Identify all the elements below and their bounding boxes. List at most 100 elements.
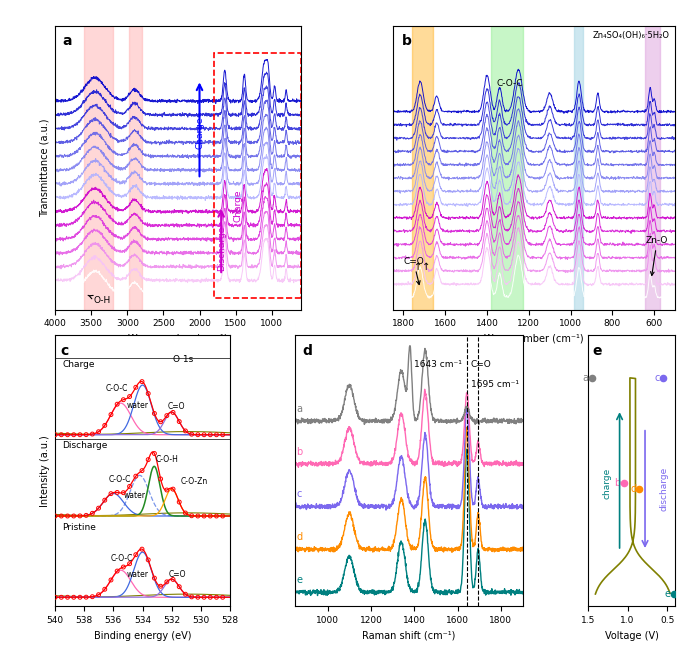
Point	[62, 592, 73, 602]
Text: water: water	[127, 401, 149, 410]
Point	[68, 430, 79, 440]
Point	[211, 592, 222, 602]
Text: Charge: Charge	[234, 190, 243, 223]
Point	[167, 407, 178, 417]
Point	[50, 430, 61, 440]
Text: c: c	[61, 344, 69, 357]
Text: C-O-C: C-O-C	[110, 554, 133, 563]
Point	[74, 430, 85, 440]
Point	[143, 455, 154, 465]
X-axis label: Wavenumber (cm⁻¹): Wavenumber (cm⁻¹)	[484, 334, 584, 344]
Point	[205, 592, 216, 602]
Point	[186, 429, 197, 439]
Point	[634, 484, 645, 495]
Point	[136, 544, 147, 554]
Point	[87, 429, 98, 439]
Text: a: a	[63, 34, 72, 48]
Text: C=O: C=O	[169, 570, 186, 579]
Point	[118, 488, 129, 498]
Text: e: e	[664, 589, 670, 599]
Text: charge: charge	[602, 468, 611, 499]
Point	[87, 508, 98, 519]
Point	[198, 592, 209, 602]
Point	[99, 420, 110, 430]
Text: b: b	[614, 478, 620, 488]
Point	[87, 591, 98, 602]
Bar	[129, 26, 142, 310]
Point	[155, 581, 166, 591]
Point	[99, 495, 110, 505]
Point	[217, 592, 228, 602]
Point	[50, 511, 61, 521]
Point	[62, 511, 73, 521]
Text: e: e	[592, 344, 601, 357]
Text: O-H: O-H	[88, 295, 111, 306]
X-axis label: Binding energy (eV): Binding energy (eV)	[94, 631, 192, 640]
Text: ↑↑: ↑↑	[414, 263, 431, 272]
Point	[167, 484, 178, 494]
Point	[143, 388, 154, 399]
Point	[118, 562, 129, 572]
Point	[186, 591, 197, 602]
Point	[198, 511, 209, 521]
Text: C-O-C: C-O-C	[497, 79, 523, 88]
Text: d: d	[630, 484, 636, 494]
Point	[174, 497, 185, 507]
Text: d: d	[296, 532, 302, 542]
Text: c: c	[655, 373, 660, 384]
Text: water: water	[127, 570, 149, 579]
Bar	[645, 26, 659, 310]
Point	[149, 408, 160, 419]
Text: Charge: Charge	[195, 117, 204, 150]
Point	[167, 574, 178, 584]
Point	[618, 478, 629, 488]
Point	[105, 575, 116, 585]
Point	[93, 426, 104, 437]
Bar	[491, 26, 522, 310]
Point	[105, 488, 116, 499]
Text: b: b	[402, 34, 411, 48]
Text: C-O-H: C-O-H	[156, 455, 178, 464]
Point	[149, 573, 160, 583]
Point	[130, 382, 141, 392]
Point	[161, 577, 172, 587]
Point	[81, 592, 92, 602]
Point	[56, 430, 67, 440]
Text: 1643 cm⁻¹: 1643 cm⁻¹	[414, 360, 462, 369]
Point	[180, 426, 191, 436]
Text: e: e	[296, 575, 302, 585]
Text: Discharge: Discharge	[217, 226, 226, 271]
Point	[205, 511, 216, 521]
Text: C-O-Zn: C-O-Zn	[181, 477, 207, 486]
Text: discharge: discharge	[659, 467, 668, 511]
Point	[99, 584, 110, 595]
Text: C=O: C=O	[167, 402, 185, 412]
Point	[136, 377, 147, 387]
Point	[186, 511, 197, 521]
Point	[56, 511, 67, 521]
Text: 1695 cm⁻¹: 1695 cm⁻¹	[471, 380, 519, 389]
Bar	[574, 26, 583, 310]
Point	[211, 511, 222, 521]
Point	[211, 430, 222, 440]
Text: Pristine: Pristine	[63, 522, 96, 531]
Y-axis label: Transmittance (a.u.): Transmittance (a.u.)	[39, 119, 50, 217]
Point	[180, 589, 191, 599]
Point	[668, 589, 679, 599]
Point	[161, 485, 172, 495]
Point	[143, 555, 154, 565]
Point	[124, 559, 135, 569]
Text: b: b	[296, 446, 302, 457]
Text: O 1s: O 1s	[174, 355, 194, 364]
Text: Charge: Charge	[63, 360, 95, 369]
Point	[174, 417, 185, 427]
Point	[586, 373, 597, 384]
Point	[112, 488, 123, 498]
Point	[68, 511, 79, 521]
Point	[112, 399, 123, 410]
Point	[192, 430, 203, 440]
Text: Zn-O: Zn-O	[646, 236, 668, 275]
Point	[217, 511, 228, 521]
Text: C=O: C=O	[471, 360, 491, 369]
Point	[68, 592, 79, 602]
